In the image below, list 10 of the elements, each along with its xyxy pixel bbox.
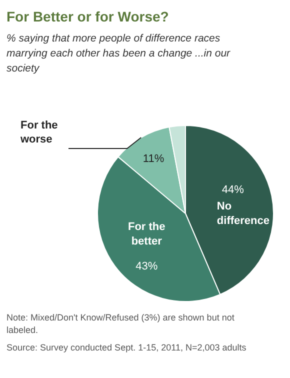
- slice-label: No difference: [216, 200, 270, 227]
- chart-title: For Better or for Worse?: [6, 8, 169, 24]
- slice-label: For the worse: [20, 119, 58, 146]
- slice-label: For the better: [128, 221, 166, 248]
- source-note: Source: Survey conducted Sept. 1-15, 2011, N=2,003 adults: [6, 342, 247, 352]
- data-label: 44%: [222, 184, 244, 196]
- chart-subtitle: % saying that more people of difference races marrying each other has been a change ...in our society: [6, 32, 231, 74]
- text: Note: Mixed/Don't Know/Refused (3%) are shown but not labeled.: [6, 312, 235, 335]
- data-label: 43%: [136, 260, 158, 272]
- data-label: 11%: [142, 152, 164, 165]
